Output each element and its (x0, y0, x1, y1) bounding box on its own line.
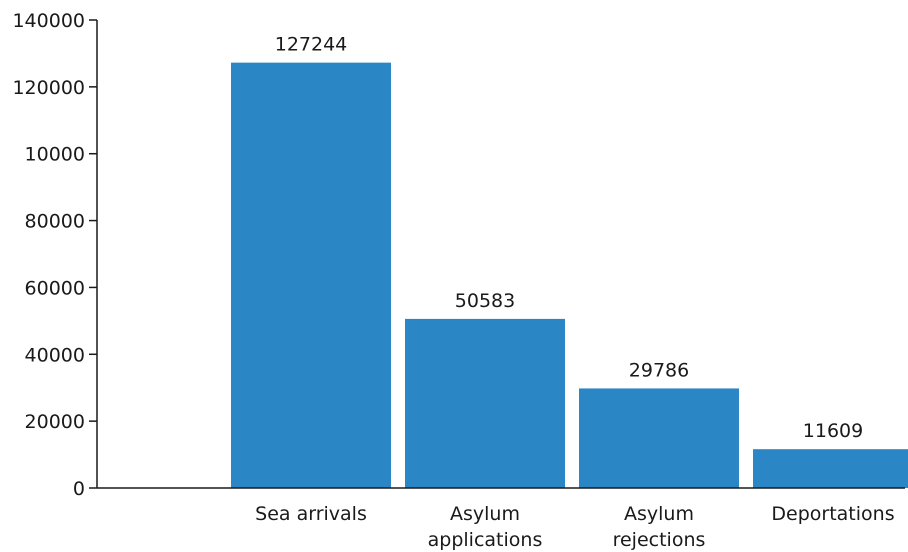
y-tick-label: 140000 (12, 10, 85, 32)
bar (753, 449, 908, 488)
y-tick-label: 20000 (25, 411, 85, 433)
y-tick-label: 40000 (25, 344, 85, 366)
x-axis: Sea arrivals Asylum applications Asylum reje… (97, 487, 905, 551)
bar-value-label: 11609 (803, 420, 863, 442)
y-tick-label: 60000 (25, 277, 85, 299)
x-tick-label: rejections (613, 529, 706, 551)
x-tick-label: Asylum (450, 503, 520, 525)
y-axis: 0 20000 40000 60000 80000 10000 120000 140000 (12, 10, 98, 500)
bar-value-label: 29786 (629, 359, 689, 381)
y-tick-label: 80000 (25, 211, 85, 233)
bars (231, 62, 908, 489)
y-tick-label: 0 (73, 478, 85, 500)
data-labels: 127244 50583 29786 11609 (275, 34, 863, 443)
bar (579, 388, 739, 488)
x-tick-label: Deportations (771, 503, 894, 525)
y-tick-label: 120000 (12, 77, 85, 99)
x-tick-label: Sea arrivals (255, 503, 367, 525)
y-tick-label: 10000 (25, 144, 85, 166)
bar-value-label: 50583 (455, 290, 515, 312)
bar (405, 318, 565, 488)
x-tick-label: applications (428, 529, 543, 551)
x-tick-label: Asylum (624, 503, 694, 525)
bar (231, 62, 391, 489)
bar-value-label: 127244 (275, 34, 348, 56)
